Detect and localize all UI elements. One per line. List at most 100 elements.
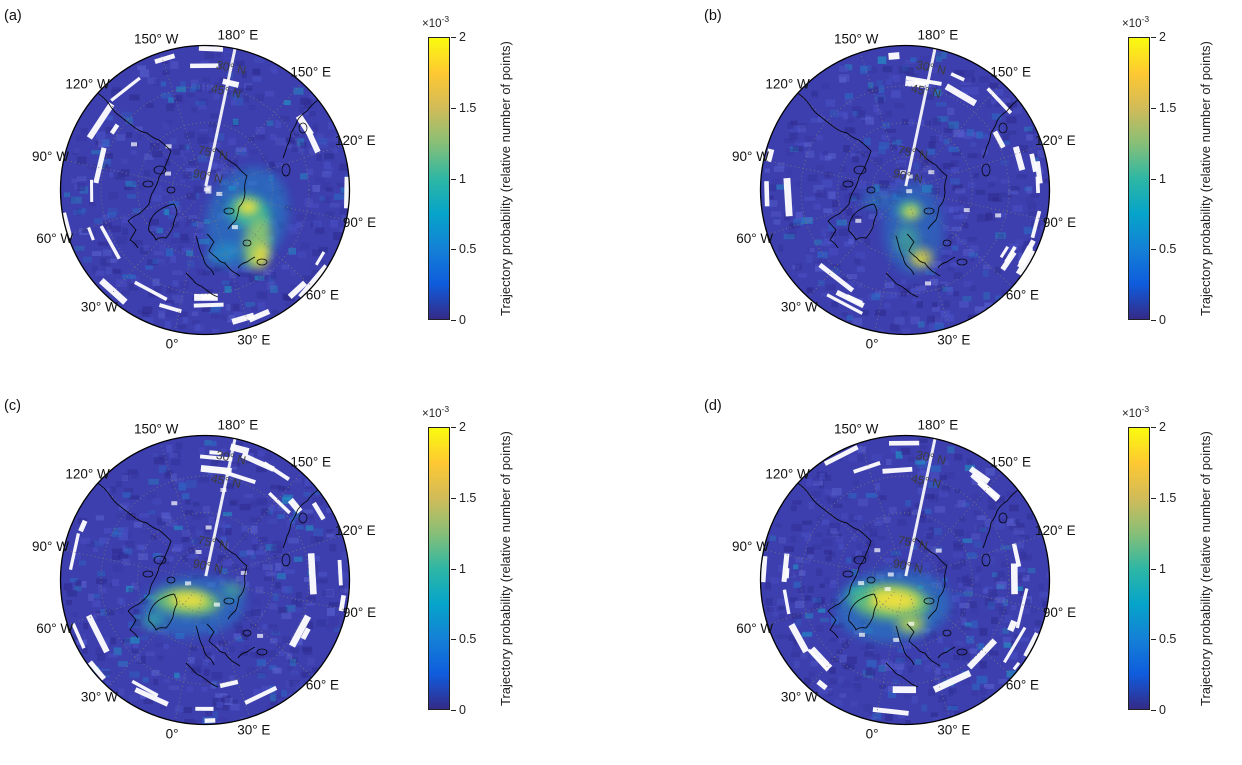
longitude-label: 60° W — [736, 621, 773, 636]
colorbar: ×10-3 Trajectory probability (relative n… — [1122, 0, 1240, 375]
colorbar-tick-mark — [451, 249, 456, 251]
colorbar-multiplier: ×10-3 — [422, 404, 450, 420]
latitude-label: 45° N — [910, 81, 942, 101]
longitude-label: 0° — [166, 727, 179, 742]
longitude-label: 60° E — [306, 288, 339, 303]
colorbar-tick-label: 0.5 — [459, 242, 477, 257]
colorbar: ×10-3 Trajectory probability (relative n… — [1122, 390, 1240, 765]
polar-map: 30° N 45° N 75° N 90° N 150° W 180° E 150° E 12… — [32, 418, 376, 742]
colorbar-tick-mark — [1151, 639, 1156, 641]
longitude-label: 90° W — [732, 539, 769, 554]
colorbar-label: Trajectory probability (relative number … — [1198, 41, 1213, 316]
longitude-label: 30° W — [781, 299, 818, 314]
panel-d: (d) 30° N 45° N 75° N 90° N 150° W 180° E 150°… — [700, 390, 1240, 765]
longitude-label: 30° E — [937, 332, 970, 347]
longitude-label: 90° W — [32, 539, 69, 554]
latitude-label: 90° N — [892, 556, 924, 576]
colorbar-tick-label: 1 — [1159, 561, 1166, 576]
longitude-label: 30° W — [81, 689, 118, 704]
longitude-label: 0° — [166, 337, 179, 352]
colorbar-label: Trajectory probability (relative number … — [498, 41, 513, 316]
latitude-label: 75° N — [197, 143, 229, 163]
colorbar-tick-label: 2 — [1159, 30, 1166, 44]
colorbar-gradient — [1128, 37, 1150, 320]
longitude-label: 60° E — [306, 678, 339, 693]
longitude-label: 150° W — [834, 32, 879, 47]
longitude-label: 150° W — [134, 32, 179, 47]
colorbar-tick-mark — [1151, 249, 1156, 251]
longitude-label: 30° E — [937, 722, 970, 737]
colorbar-tick-label: 1 — [459, 561, 466, 576]
panel-label: (d) — [704, 398, 722, 414]
colorbar-tick-label: 1 — [1159, 171, 1166, 186]
panel-label: (c) — [4, 398, 21, 414]
longitude-label: 60° W — [736, 231, 773, 246]
longitude-label: 120° E — [1035, 133, 1076, 148]
longitude-label: 60° E — [1006, 678, 1039, 693]
colorbar-tick-mark — [1151, 107, 1156, 109]
colorbar-label: Trajectory probability (relative number … — [1198, 431, 1213, 706]
colorbar-gradient — [428, 37, 450, 320]
longitude-label: 120° W — [65, 466, 110, 481]
colorbar-label: Trajectory probability (relative number … — [498, 431, 513, 706]
latitude-label: 30° N — [215, 448, 247, 468]
colorbar-tick-label: 1.5 — [1159, 100, 1177, 115]
longitude-label: 180° E — [218, 28, 259, 43]
longitude-label: 30° E — [237, 722, 270, 737]
colorbar-multiplier: ×10-3 — [1122, 14, 1150, 30]
colorbar-tick-mark — [1151, 178, 1156, 180]
colorbar-tick-mark — [451, 37, 456, 38]
colorbar-tick-label: 2 — [459, 420, 466, 434]
longitude-label: 60° W — [36, 621, 73, 636]
latitude-label: 90° N — [192, 166, 224, 186]
polar-map: 30° N 45° N 75° N 90° N 150° W 180° E 150° E 12… — [732, 28, 1076, 352]
longitude-label: 90° W — [732, 149, 769, 164]
longitude-label: 120° W — [765, 76, 810, 91]
colorbar-tick-mark — [1151, 497, 1156, 499]
longitude-label: 120° W — [65, 76, 110, 91]
colorbar-multiplier: ×10-3 — [1122, 404, 1150, 420]
longitude-label: 0° — [866, 727, 879, 742]
colorbar-gradient — [428, 427, 450, 710]
colorbar-tick-mark — [451, 178, 456, 180]
colorbar-tick-mark — [451, 497, 456, 499]
longitude-label: 150° E — [290, 65, 331, 80]
colorbar-tick-mark — [451, 568, 456, 570]
latitude-label: 75° N — [897, 533, 929, 553]
latitude-label: 45° N — [210, 471, 242, 491]
colorbar-tick-label: 2 — [459, 30, 466, 44]
colorbar-tick-label: 0 — [1159, 313, 1166, 327]
latitude-label: 75° N — [897, 143, 929, 163]
colorbar-tick-label: 0.5 — [459, 632, 477, 647]
longitude-label: 180° E — [918, 28, 959, 43]
colorbar-tick-mark — [451, 427, 456, 428]
longitude-label: 30° E — [237, 332, 270, 347]
longitude-label: 90° E — [1043, 605, 1076, 620]
colorbar-tick-mark — [451, 107, 456, 109]
colorbar-tick-mark — [451, 639, 456, 641]
longitude-label: 90° E — [343, 605, 376, 620]
colorbar-tick-mark — [451, 320, 456, 321]
colorbar-tick-mark — [1151, 320, 1156, 321]
longitude-label: 150° W — [134, 422, 179, 437]
latitude-label: 30° N — [915, 448, 947, 468]
longitude-label: 120° E — [335, 523, 376, 538]
longitude-label: 150° W — [834, 422, 879, 437]
polar-map: 30° N 45° N 75° N 90° N 150° W 180° E 150° E 12… — [32, 28, 376, 352]
colorbar-multiplier: ×10-3 — [422, 14, 450, 30]
longitude-label: 180° E — [218, 418, 259, 433]
longitude-label: 90° E — [1043, 215, 1076, 230]
colorbar-tick-label: 0.5 — [1159, 242, 1177, 257]
longitude-label: 180° E — [918, 418, 959, 433]
longitude-label: 150° E — [990, 455, 1031, 470]
colorbar-tick-mark — [1151, 710, 1156, 711]
longitude-label: 120° E — [1035, 523, 1076, 538]
colorbar: ×10-3 Trajectory probability (relative n… — [422, 390, 540, 765]
colorbar: ×10-3 Trajectory probability (relative n… — [422, 0, 540, 375]
longitude-label: 60° E — [1006, 288, 1039, 303]
longitude-label: 90° W — [32, 149, 69, 164]
panel-c: (c) 30° N 45° N 75° N 90° N 150° W 180° E 150°… — [0, 390, 540, 765]
panel-label: (a) — [4, 8, 22, 24]
longitude-label: 150° E — [290, 455, 331, 470]
colorbar-tick-mark — [1151, 427, 1156, 428]
